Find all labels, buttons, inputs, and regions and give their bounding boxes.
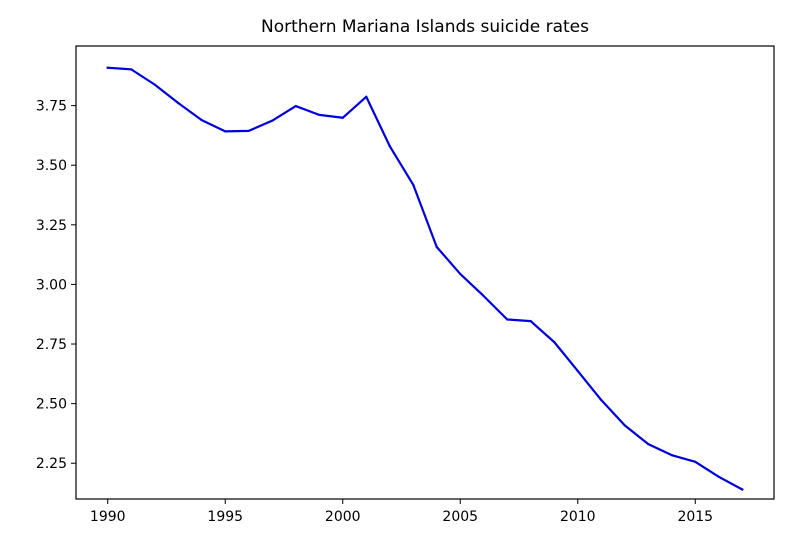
data-point	[106, 66, 109, 69]
data-point	[247, 129, 250, 132]
data-point	[717, 475, 720, 478]
data-point	[412, 183, 415, 186]
data-point	[576, 369, 579, 373]
data-point	[670, 454, 673, 457]
data-point	[459, 272, 462, 276]
data-point	[177, 101, 180, 105]
data-point	[153, 83, 156, 86]
series-line	[106, 66, 744, 491]
data-point	[553, 341, 556, 344]
data-point	[365, 95, 368, 98]
data-point	[623, 424, 626, 427]
data-point	[388, 145, 391, 148]
data-point	[529, 320, 532, 323]
data-point	[318, 113, 321, 116]
y-tick-label: 2.25	[36, 456, 67, 472]
data-point	[506, 318, 509, 321]
y-tick-label: 2.75	[36, 337, 67, 353]
y-tick-label: 2.50	[36, 397, 67, 413]
plot-area-frame	[75, 45, 775, 500]
x-axis-ticks: 1990 1995 2000 2005 2010 2015	[90, 499, 713, 525]
data-point	[224, 130, 227, 133]
data-point	[294, 104, 297, 108]
data-point	[271, 119, 274, 122]
y-tick-label: 3.75	[36, 99, 67, 115]
data-point	[694, 460, 697, 463]
x-tick-label: 2010	[560, 509, 596, 525]
data-point	[341, 116, 344, 119]
data-point	[482, 295, 485, 298]
x-tick-label: 1995	[207, 509, 243, 525]
data-point	[200, 119, 203, 122]
y-tick-label: 3.50	[36, 158, 67, 174]
data-point	[647, 443, 650, 446]
data-point	[600, 398, 603, 402]
chart-title: Northern Mariana Islands suicide rates	[261, 17, 589, 37]
x-tick-label: 2000	[325, 509, 361, 525]
data-point	[741, 488, 744, 491]
y-axis-ticks: 2.25 2.50 2.75 3.00 3.25 3.50 3.75	[36, 99, 76, 472]
series-layer	[106, 66, 744, 491]
x-tick-label: 2015	[677, 509, 713, 525]
data-point	[435, 245, 438, 249]
x-tick-label: 2005	[442, 509, 478, 525]
data-point	[130, 68, 133, 71]
y-tick-label: 3.25	[36, 218, 67, 234]
x-tick-label: 1990	[90, 509, 126, 525]
y-tick-label: 3.00	[36, 277, 67, 293]
